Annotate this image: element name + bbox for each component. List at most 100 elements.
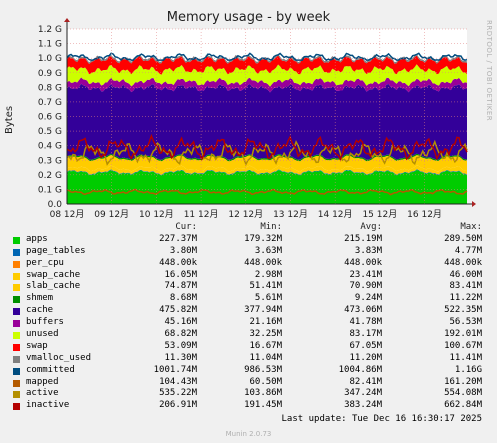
legend-value-avg: 1004.86M — [338, 364, 382, 375]
legend-series-name: buffers — [26, 317, 64, 328]
series-lines — [66, 52, 468, 196]
chart-title: Memory usage - by week — [166, 10, 331, 25]
legend-value-avg: 23.41M — [349, 269, 382, 280]
y-tick-label: 0.9 G — [38, 69, 62, 79]
y-axis-arrow-icon — [64, 18, 70, 22]
legend-value-min: 21.16M — [249, 317, 282, 328]
plot-area: 0.0 0.1 G 0.2 G 0.3 G 0.4 G 0.5 G 0.6 G 0.7 G 0.… — [38, 18, 476, 220]
legend-value-min: 103.86M — [244, 388, 282, 399]
legend-series-name: swap_cache — [26, 269, 81, 280]
x-axis-arrow-icon — [472, 201, 476, 207]
y-tick-label: 0.0 — [48, 200, 63, 210]
legend-row-unused: unused 68.82M 32.25M 83.17M 192.01M — [12, 329, 492, 341]
legend-value-min: 32.25M — [249, 329, 282, 340]
legend-value-avg: 473.06M — [344, 305, 382, 316]
legend-value-max: 100.67M — [444, 340, 482, 351]
legend-value-avg: 11.20M — [349, 352, 382, 363]
area-cache — [67, 83, 467, 160]
area-swap-cache — [67, 165, 467, 175]
rrdtool-watermark: RRDTOOL / TOBI OETIKER — [485, 20, 493, 122]
legend-series-name: vmalloc_used — [26, 352, 92, 363]
legend-value-max: 522.35M — [444, 305, 482, 316]
x-tick-label: 11 12月 — [184, 209, 219, 220]
legend-value-cur: 74.87M — [164, 281, 197, 292]
x-tick-label: 12 12月 — [228, 209, 263, 220]
legend-row-slab-cache: slab_cache 74.87M 51.41M 70.90M 83.41M — [12, 281, 492, 293]
y-tick-label: 1.2 G — [38, 25, 62, 35]
area-slab-cache — [67, 155, 467, 172]
legend-series-name: swap — [26, 340, 48, 351]
line-mapped — [67, 188, 468, 196]
x-tick-label: 08 12月 — [50, 209, 85, 220]
legend-swatch — [13, 248, 20, 256]
legend-value-avg: 215.19M — [344, 233, 382, 244]
header-max: Max: — [460, 222, 482, 232]
y-tick-label: 0.7 G — [38, 98, 62, 108]
legend-value-min: 16.67M — [249, 340, 282, 351]
legend-value-min: 448.00k — [244, 257, 282, 268]
legend-series-name: slab_cache — [26, 281, 81, 292]
legend-value-min: 3.63M — [254, 245, 282, 256]
x-tick-label: 15 12月 — [362, 209, 397, 220]
legend-row-cache: cache 475.82M 377.94M 473.06M 522.35M — [12, 305, 492, 317]
legend-value-max: 289.50M — [444, 233, 482, 244]
y-tick-label: 0.8 G — [38, 83, 62, 93]
line-committed — [66, 52, 468, 61]
header-min: Min: — [260, 222, 282, 232]
legend-value-avg: 83.17M — [349, 329, 382, 340]
x-tick-label: 09 12月 — [94, 209, 129, 220]
legend-swatch — [13, 308, 20, 316]
legend-series-name: unused — [26, 329, 59, 340]
legend-value-cur: 535.22M — [159, 388, 197, 399]
x-tick-label: 16 12月 — [407, 209, 442, 220]
x-tick-label: 14 12月 — [318, 209, 353, 220]
legend-value-avg: 347.24M — [344, 388, 382, 399]
legend-value-min: 179.32M — [244, 233, 282, 244]
legend-value-max: 11.41M — [449, 352, 482, 363]
legend-value-avg: 70.90M — [349, 281, 382, 292]
munin-version: Munin 2.0.73 — [225, 430, 272, 438]
legend-swatch — [13, 332, 20, 340]
legend-value-min: 51.41M — [249, 281, 282, 292]
y-tick-labels: 0.0 0.1 G 0.2 G 0.3 G 0.4 G 0.5 G 0.6 G 0.7 G 0.… — [38, 25, 62, 210]
area-buffers — [67, 77, 467, 93]
legend-series-name: apps — [26, 233, 48, 244]
y-tick-label: 0.4 G — [38, 142, 62, 152]
header-cur: Cur: — [175, 222, 197, 232]
legend-row-committed: committed 1001.74M 986.53M 1004.86M 1.16G — [12, 365, 492, 377]
legend-swatch — [13, 355, 20, 363]
legend-row-page-tables: page_tables 3.80M 3.63M 3.83M 4.77M — [12, 246, 492, 258]
y-tick-label: 0.5 G — [38, 127, 62, 137]
x-tick-label: 13 12月 — [273, 209, 308, 220]
legend-value-min: 60.50M — [249, 376, 282, 387]
legend-value-cur: 1001.74M — [153, 364, 197, 375]
stacked-areas — [67, 53, 467, 204]
legend-value-max: 192.01M — [444, 329, 482, 340]
legend-value-avg: 448.00k — [344, 257, 382, 268]
legend-row-apps: apps 227.37M 179.32M 215.19M 289.50M — [12, 234, 492, 246]
legend-swatch — [13, 367, 20, 375]
legend-series-name: shmem — [26, 293, 54, 304]
legend-row-swap-cache: swap_cache 16.05M 2.98M 23.41M 46.00M — [12, 270, 492, 282]
y-tick-label: 1.0 G — [38, 54, 62, 64]
legend-value-min: 11.04M — [249, 352, 282, 363]
legend-series-name: page_tables — [26, 245, 86, 256]
legend-value-cur: 16.05M — [164, 269, 197, 280]
legend-swatch — [13, 284, 20, 292]
legend-swatch — [13, 296, 20, 304]
legend-value-max: 1.16G — [454, 364, 482, 375]
legend-rows: apps 227.37M 179.32M 215.19M 289.50M page_tab… — [12, 234, 492, 412]
legend-value-max: 161.20M — [444, 376, 482, 387]
last-update-text: Last update: Tue Dec 16 16:30:17 2025 — [281, 414, 482, 424]
legend-swatch — [13, 379, 20, 387]
legend-table: Cur: Min: Avg: Max: apps 227.37M 179.32M 21… — [12, 222, 492, 412]
legend-value-avg: 9.24M — [354, 293, 382, 304]
area-swap — [67, 55, 467, 75]
legend-value-max: 4.77M — [454, 245, 482, 256]
y-tick-label: 0.1 G — [38, 185, 62, 195]
legend-value-cur: 53.09M — [164, 340, 197, 351]
legend-value-max: 554.08M — [444, 388, 482, 399]
legend-value-cur: 206.91M — [159, 400, 197, 411]
legend-value-avg: 82.41M — [349, 376, 382, 387]
legend-value-avg: 3.83M — [354, 245, 382, 256]
